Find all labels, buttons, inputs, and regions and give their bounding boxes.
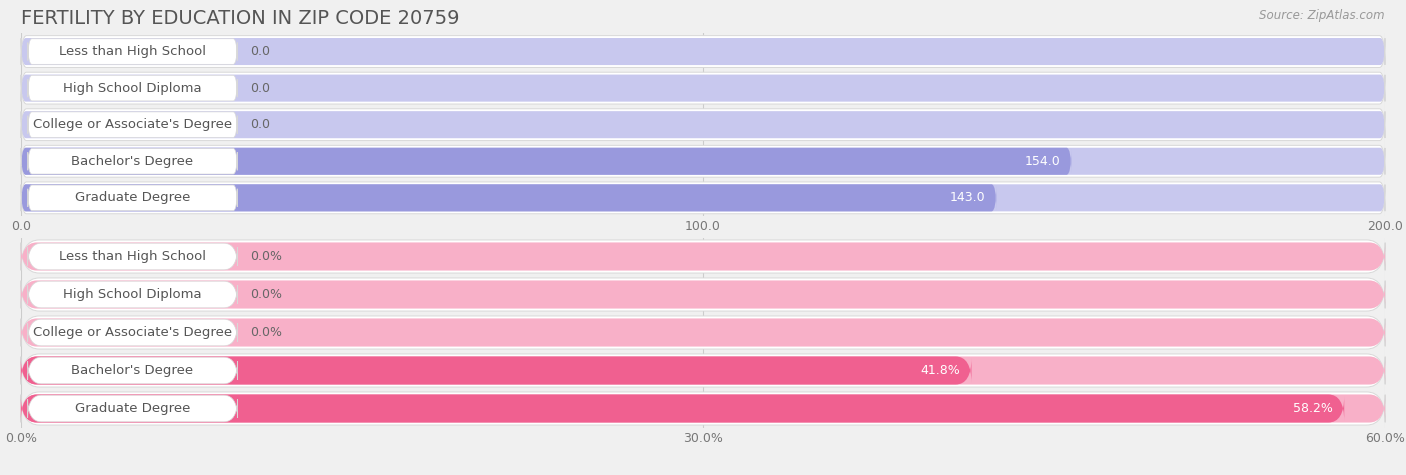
FancyBboxPatch shape [21,109,1385,141]
FancyBboxPatch shape [21,36,1385,67]
Text: High School Diploma: High School Diploma [63,288,202,301]
Text: 41.8%: 41.8% [921,364,960,377]
FancyBboxPatch shape [21,392,1385,425]
Text: 0.0: 0.0 [250,118,270,131]
FancyBboxPatch shape [21,148,1071,175]
FancyBboxPatch shape [28,319,238,346]
Text: Less than High School: Less than High School [59,250,207,263]
FancyBboxPatch shape [28,185,238,210]
Text: 0.0%: 0.0% [250,288,283,301]
FancyBboxPatch shape [21,75,1385,102]
FancyBboxPatch shape [21,394,1344,423]
FancyBboxPatch shape [28,39,238,64]
FancyBboxPatch shape [21,316,1385,349]
Text: Source: ZipAtlas.com: Source: ZipAtlas.com [1260,10,1385,22]
FancyBboxPatch shape [28,112,238,137]
Text: FERTILITY BY EDUCATION IN ZIP CODE 20759: FERTILITY BY EDUCATION IN ZIP CODE 20759 [21,10,460,28]
Text: 143.0: 143.0 [949,191,986,204]
FancyBboxPatch shape [21,356,1385,385]
FancyBboxPatch shape [21,38,1385,65]
FancyBboxPatch shape [21,184,997,211]
FancyBboxPatch shape [21,280,1385,309]
FancyBboxPatch shape [21,240,1385,273]
FancyBboxPatch shape [28,395,238,422]
FancyBboxPatch shape [21,354,1385,387]
Text: 0.0: 0.0 [250,82,270,95]
Text: Graduate Degree: Graduate Degree [75,191,190,204]
FancyBboxPatch shape [21,148,1385,175]
FancyBboxPatch shape [21,356,972,385]
FancyBboxPatch shape [28,76,238,101]
Text: 0.0%: 0.0% [250,250,283,263]
Text: Bachelor's Degree: Bachelor's Degree [72,364,194,377]
FancyBboxPatch shape [21,318,1385,347]
Text: 0.0%: 0.0% [250,326,283,339]
Text: Graduate Degree: Graduate Degree [75,402,190,415]
FancyBboxPatch shape [21,184,1385,211]
Text: High School Diploma: High School Diploma [63,82,202,95]
Text: 58.2%: 58.2% [1294,402,1333,415]
Text: College or Associate's Degree: College or Associate's Degree [32,118,232,131]
FancyBboxPatch shape [21,182,1385,214]
Text: 154.0: 154.0 [1025,155,1060,168]
FancyBboxPatch shape [21,72,1385,104]
FancyBboxPatch shape [28,243,238,270]
Text: 0.0: 0.0 [250,45,270,58]
FancyBboxPatch shape [21,394,1385,423]
FancyBboxPatch shape [28,357,238,384]
FancyBboxPatch shape [28,149,238,174]
FancyBboxPatch shape [21,242,1385,271]
FancyBboxPatch shape [28,281,238,308]
FancyBboxPatch shape [21,278,1385,311]
Text: Bachelor's Degree: Bachelor's Degree [72,155,194,168]
FancyBboxPatch shape [21,145,1385,177]
FancyBboxPatch shape [21,111,1385,138]
Text: Less than High School: Less than High School [59,45,207,58]
Text: College or Associate's Degree: College or Associate's Degree [32,326,232,339]
